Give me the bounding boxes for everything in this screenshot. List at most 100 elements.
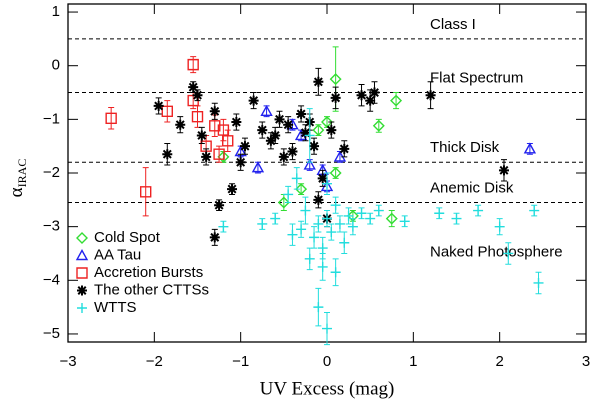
marker — [385, 212, 398, 225]
marker — [434, 208, 445, 219]
marker — [287, 146, 298, 157]
marker — [503, 248, 514, 259]
marker — [200, 140, 212, 152]
marker — [283, 119, 294, 130]
marker — [326, 227, 337, 238]
marker — [317, 243, 328, 254]
marker — [304, 253, 315, 264]
marker — [105, 112, 117, 124]
marker — [365, 95, 376, 106]
error-bar — [194, 105, 201, 128]
marker — [339, 143, 350, 154]
y-tick-label: −2 — [43, 164, 60, 181]
marker — [187, 58, 199, 71]
y-tick-label: 0 — [52, 57, 60, 74]
marker — [473, 205, 484, 216]
marker — [494, 221, 505, 232]
marker — [330, 92, 341, 103]
marker — [213, 148, 225, 160]
marker — [287, 229, 298, 240]
marker — [257, 218, 268, 229]
y-tick-label: 1 — [52, 3, 60, 20]
marker — [191, 110, 204, 123]
marker — [529, 205, 540, 216]
x-tick-label: 2 — [495, 353, 503, 370]
marker — [291, 173, 302, 184]
error-bar — [108, 107, 115, 130]
marker — [347, 221, 358, 232]
marker — [304, 130, 315, 141]
marker — [317, 173, 328, 184]
marker — [451, 213, 462, 224]
x-tick-label: 0 — [323, 353, 331, 370]
marker — [343, 210, 354, 221]
marker — [300, 127, 311, 138]
legend-label: AA Tau — [94, 246, 141, 263]
marker — [161, 105, 173, 118]
marker — [278, 151, 289, 162]
marker — [196, 130, 207, 141]
marker — [274, 114, 285, 125]
marker — [425, 90, 436, 101]
marker — [192, 90, 203, 101]
marker — [235, 157, 246, 168]
marker — [329, 73, 342, 86]
marker — [222, 135, 234, 147]
legend-label: The other CTTSs — [94, 281, 209, 298]
marker — [313, 194, 324, 205]
marker — [140, 186, 152, 198]
marker — [295, 183, 308, 196]
marker — [209, 120, 221, 132]
marker — [217, 150, 230, 163]
marker — [209, 232, 220, 243]
marker — [162, 149, 173, 160]
marker — [356, 208, 367, 219]
marker — [399, 216, 410, 227]
marker — [209, 106, 220, 117]
marker — [300, 205, 311, 216]
marker — [373, 205, 384, 216]
marker — [330, 267, 341, 278]
marker — [390, 94, 403, 107]
x-tick-label: 1 — [409, 353, 417, 370]
error-bar — [224, 129, 231, 153]
y-axis-symbol: α — [6, 187, 27, 197]
x-tick-label: −2 — [146, 353, 163, 370]
marker — [498, 165, 509, 176]
marker — [313, 218, 324, 229]
marker — [356, 90, 367, 101]
region-label: Flat Spectrum — [430, 69, 523, 86]
marker — [175, 119, 186, 130]
y-tick-label: −5 — [43, 325, 60, 342]
marker — [277, 196, 290, 209]
y-tick-label: −3 — [43, 218, 60, 235]
x-tick-label: 3 — [582, 353, 590, 370]
legend-label: Accretion Bursts — [94, 264, 203, 281]
marker — [283, 189, 294, 200]
x-axis-label: UV Excess (mag) — [260, 378, 395, 399]
marker — [248, 95, 259, 106]
marker — [296, 108, 307, 119]
marker — [296, 224, 307, 235]
marker — [270, 130, 281, 141]
x-tick-label: −3 — [59, 353, 76, 370]
marker — [270, 213, 281, 224]
marker — [369, 87, 380, 98]
marker — [77, 285, 87, 296]
legend-label: WTTS — [94, 299, 137, 316]
marker — [339, 237, 350, 248]
error-bar — [164, 100, 171, 123]
marker — [523, 142, 537, 154]
marker — [326, 125, 337, 136]
marker — [322, 323, 332, 334]
region-label: Anemic Disk — [430, 179, 514, 196]
marker — [334, 218, 345, 229]
marker — [188, 82, 199, 93]
marker — [218, 221, 229, 232]
x-tick-label: −1 — [232, 353, 249, 370]
marker — [309, 232, 320, 243]
marker — [330, 200, 341, 211]
marker — [329, 167, 342, 179]
